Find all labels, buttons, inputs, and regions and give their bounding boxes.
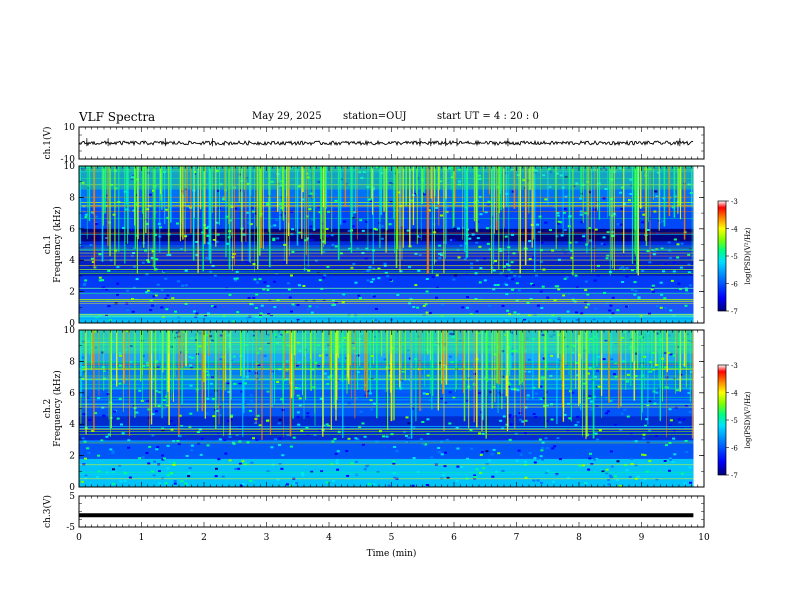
colorbar-tick: -7	[731, 308, 738, 316]
ytick-label: 2	[69, 452, 75, 462]
figure-title: VLF Spectra	[79, 110, 156, 124]
ytick-label: 0	[69, 319, 75, 329]
colorbar-tick: -7	[731, 472, 738, 480]
xtick-label: 3	[264, 533, 270, 543]
xaxis-title: Time (min)	[367, 548, 417, 559]
spectrogram-1	[79, 166, 694, 324]
spectrogram-2	[79, 329, 694, 487]
xtick-label: 6	[451, 533, 457, 543]
ytick-label: 2	[69, 288, 75, 298]
xtick-label: 9	[639, 533, 645, 543]
xtick-label: 2	[201, 533, 207, 543]
ytick-label: 6	[69, 389, 75, 399]
ytick-label: 5	[69, 492, 75, 502]
xtick-label: 4	[326, 533, 332, 543]
colorbar-tick: -4	[731, 226, 738, 234]
ylabel: Frequency (kHz)	[52, 370, 63, 447]
ytick-label: 8	[69, 357, 75, 367]
ytick-label: 4	[69, 420, 75, 430]
xtick-label: 7	[514, 533, 520, 543]
ytick-label: -10	[61, 155, 76, 165]
ytick-label: -5	[66, 523, 75, 533]
header-date: May 29, 2025	[252, 111, 322, 122]
colorbar-tick: -5	[731, 417, 738, 425]
colorbar-tick: -5	[731, 253, 738, 261]
colorbar-tick: -4	[731, 390, 738, 398]
header-station: station=OUJ	[343, 111, 407, 122]
xtick-label: 0	[76, 533, 82, 543]
header-start-time: start UT = 4 : 20 : 0	[437, 111, 539, 122]
ylabel: ch.1(V)	[42, 127, 53, 160]
ytick-label: 6	[69, 225, 75, 235]
ytick-label: 10	[64, 123, 76, 133]
colorbar-tick: -6	[731, 445, 738, 453]
ytick-label: 10	[64, 162, 76, 172]
ytick-label: 8	[69, 193, 75, 203]
colorbar-tick: -3	[731, 362, 738, 370]
xtick-label: 5	[389, 533, 395, 543]
ylabel: Frequency (kHz)	[52, 206, 63, 283]
ylabel: ch.2	[43, 399, 53, 418]
colorbar-tick: -3	[731, 198, 738, 206]
colorbar-label: log(PSD)(V²/Hz)	[744, 391, 752, 448]
colorbar-label: log(PSD)(V²/Hz)	[744, 227, 752, 284]
xtick-label: 10	[698, 533, 710, 543]
colorbar-1	[717, 200, 727, 312]
ylabel: ch.3(V)	[42, 495, 53, 528]
ylabel: ch.1	[43, 235, 53, 254]
colorbar-2	[717, 364, 727, 476]
ytick-label: 4	[69, 256, 75, 266]
ytick-label: 0	[69, 483, 75, 493]
xtick-label: 1	[139, 533, 145, 543]
ytick-label: 10	[64, 326, 76, 336]
xtick-label: 8	[576, 533, 582, 543]
colorbar-tick: -6	[731, 281, 738, 289]
ch1-trace	[78, 139, 694, 147]
